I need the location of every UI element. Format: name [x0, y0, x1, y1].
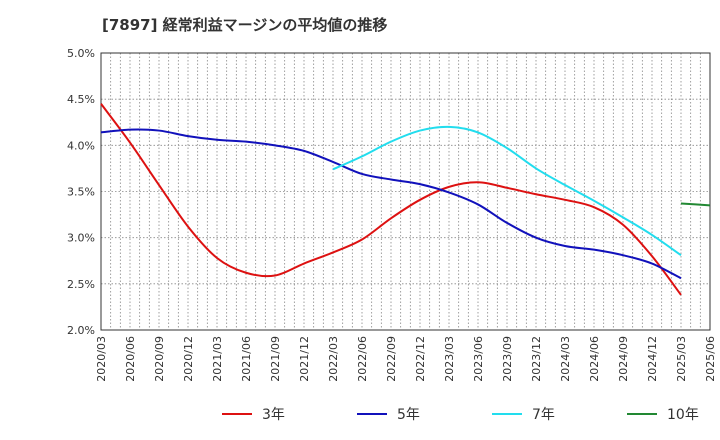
x-tick-label: 2023/12 — [530, 336, 543, 382]
y-axis-ticks: 2.0% 2.5% 3.0% 3.5% 4.0% 4.5% 5.0% — [67, 47, 95, 337]
y-tick-label: 2.0% — [67, 324, 95, 337]
series-line-4 — [680, 202, 711, 207]
x-tick-label: 2020/12 — [182, 336, 195, 382]
grid-layer — [101, 53, 710, 330]
legend-label: 5年 — [397, 407, 420, 423]
plot-frame — [100, 52, 711, 331]
x-tick-label: 2024/09 — [617, 336, 630, 382]
x-tick-label: 2021/09 — [269, 336, 282, 382]
x-tick-label: 2024/06 — [588, 336, 601, 382]
x-tick-label: 2022/03 — [327, 336, 340, 382]
x-tick-label: 2023/09 — [501, 336, 514, 382]
y-tick-label: 5.0% — [67, 47, 95, 60]
x-tick-label: 2022/09 — [385, 336, 398, 382]
y-tick-label: 3.5% — [67, 186, 95, 199]
legend: 3年 5年 7年 10年 — [222, 407, 699, 423]
series-layer — [100, 103, 711, 296]
series-line-3 — [332, 125, 682, 257]
x-tick-label: 2021/12 — [298, 336, 311, 382]
y-tick-label: 4.5% — [67, 93, 95, 106]
series-line-1 — [100, 103, 682, 296]
x-tick-label: 2022/06 — [356, 336, 369, 382]
y-tick-label: 3.0% — [67, 232, 95, 245]
x-tick-label: 2020/06 — [124, 336, 137, 382]
x-tick-label: 2022/12 — [414, 336, 427, 382]
x-tick-label: 2021/06 — [240, 336, 253, 382]
x-tick-label: 2023/06 — [472, 336, 485, 382]
y-tick-label: 2.5% — [67, 278, 95, 291]
x-tick-label: 2025/06 — [704, 336, 717, 382]
x-tick-label: 2024/12 — [646, 336, 659, 382]
chart-title: [7897] 経常利益マージンの平均値の推移 — [102, 16, 388, 34]
x-tick-label: 2021/03 — [211, 336, 224, 382]
legend-label: 7年 — [532, 407, 555, 423]
legend-label: 10年 — [667, 407, 699, 423]
x-tick-label: 2024/03 — [559, 336, 572, 382]
x-axis-ticks: 2020/03 2020/06 2020/09 2020/12 2021/03 2021/… — [95, 336, 717, 382]
legend-label: 3年 — [262, 407, 285, 423]
x-tick-label: 2020/03 — [95, 336, 108, 382]
x-tick-label: 2025/03 — [675, 336, 688, 382]
x-tick-label: 2023/03 — [443, 336, 456, 382]
y-tick-label: 4.0% — [67, 139, 95, 152]
series-line-2 — [100, 128, 682, 280]
x-tick-label: 2020/09 — [153, 336, 166, 382]
